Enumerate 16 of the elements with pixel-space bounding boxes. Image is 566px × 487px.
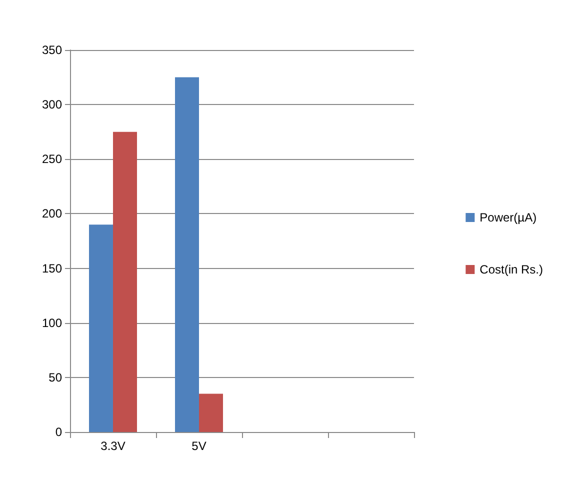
y-tick-label: 150	[42, 261, 62, 276]
legend-label: Power(µA)	[480, 210, 537, 224]
bar	[113, 132, 137, 432]
bar	[199, 394, 223, 432]
y-tick-label: 100	[42, 316, 62, 330]
y-tick-label: 300	[42, 98, 62, 112]
legend-label: Cost(in Rs.)	[480, 262, 544, 276]
y-tick-label: 250	[42, 152, 62, 166]
bar	[89, 224, 113, 432]
y-tick-label: 50	[48, 370, 62, 384]
bar	[175, 77, 199, 432]
x-tick-label: 3.3V	[100, 439, 126, 453]
y-tick-label: 0	[55, 425, 62, 439]
y-tick-label: 200	[42, 206, 62, 221]
x-tick-label: 5V	[192, 439, 206, 453]
y-tick-label: 350	[42, 43, 62, 57]
